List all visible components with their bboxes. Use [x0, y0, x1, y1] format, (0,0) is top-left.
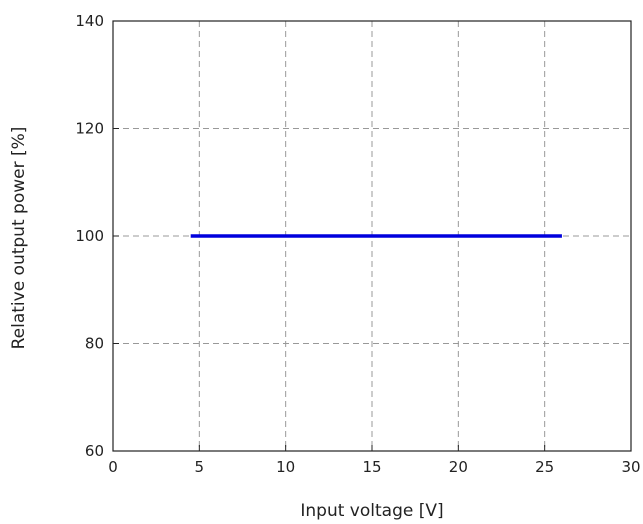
x-tick-label: 25 [535, 458, 554, 476]
x-tick-label: 30 [621, 458, 640, 476]
y-tick-label: 60 [85, 442, 104, 460]
y-tick-label: 80 [85, 335, 104, 353]
y-axis-title: Relative output power [%] [9, 127, 29, 350]
x-tick-label: 0 [108, 458, 118, 476]
y-tick-label: 140 [75, 12, 104, 30]
x-axis-title: Input voltage [V] [300, 501, 443, 521]
y-axis-ticks: 60 80 100 120 140 [75, 12, 119, 460]
x-tick-label: 15 [362, 458, 381, 476]
x-tick-label: 10 [276, 458, 295, 476]
x-tick-label: 20 [449, 458, 468, 476]
x-tick-label: 5 [195, 458, 205, 476]
x-axis-ticks: 0 5 10 15 20 25 30 [108, 445, 641, 476]
y-tick-label: 100 [75, 227, 104, 245]
y-tick-label: 120 [75, 120, 104, 138]
